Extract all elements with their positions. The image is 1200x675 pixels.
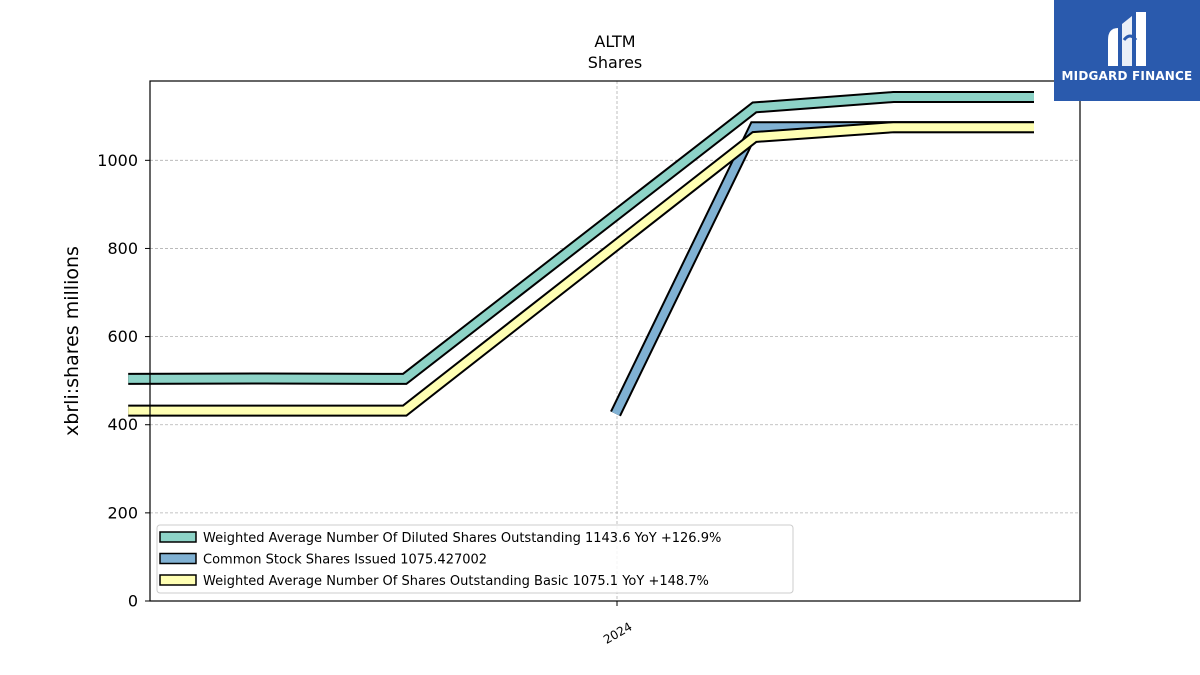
legend-swatch	[159, 531, 197, 543]
chart-title: ALTM	[594, 32, 635, 51]
logo-text: MIDGARD FINANCE	[1061, 69, 1193, 83]
y-axis-label: xbrli:shares millions	[61, 246, 83, 436]
legend-box	[156, 524, 794, 594]
y-tick-label: 800	[107, 239, 138, 258]
series-1-line	[128, 91, 1035, 385]
chart-subtitle: Shares	[588, 53, 643, 72]
logo-mark-icon	[1108, 12, 1146, 66]
legend-label: Common Stock Shares Issued 1075.427002	[203, 553, 487, 568]
legend-label: Weighted Average Number Of Diluted Share…	[203, 531, 721, 546]
y-tick-label: 400	[107, 415, 138, 434]
series-layer	[128, 91, 1035, 417]
plot-frame	[149, 80, 1081, 602]
x-tick-label: 2024	[601, 619, 634, 646]
y-tick-label: 0	[128, 592, 138, 611]
y-tick-label: 1000	[97, 151, 138, 170]
y-tick-label: 200	[107, 503, 138, 522]
midgard-finance-logo: MIDGARD FINANCE	[1054, 0, 1200, 101]
series-3-stroke	[128, 123, 1034, 415]
gridlines	[150, 81, 1080, 601]
series-3-line	[128, 121, 1035, 417]
series-1-stroke	[128, 93, 1034, 383]
legend: Weighted Average Number Of Diluted Share…	[156, 524, 794, 594]
legend-swatch	[159, 552, 197, 565]
legend-swatch	[159, 574, 197, 586]
legend-label: Weighted Average Number Of Shares Outsta…	[203, 574, 709, 589]
y-tick-label: 600	[107, 327, 138, 346]
